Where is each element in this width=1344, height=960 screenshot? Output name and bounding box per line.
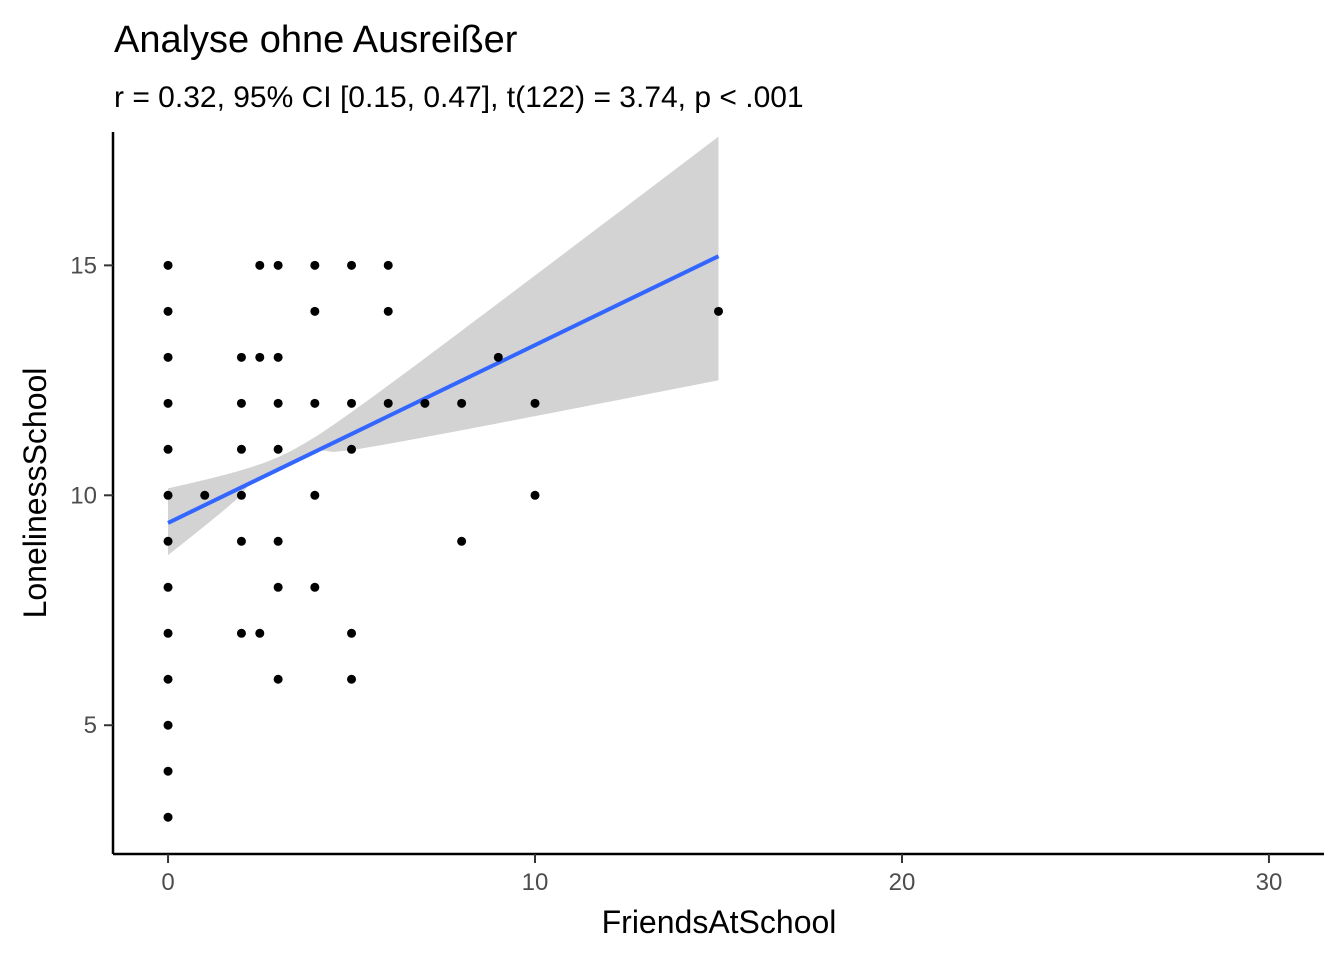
data-point bbox=[347, 444, 357, 454]
data-point bbox=[457, 536, 467, 546]
x-axis-title: FriendsAtSchool bbox=[602, 904, 837, 940]
data-point bbox=[347, 628, 357, 638]
regression-line-layer bbox=[167, 254, 720, 525]
data-point bbox=[236, 398, 246, 408]
data-point bbox=[273, 536, 283, 546]
data-point bbox=[273, 674, 283, 684]
data-point bbox=[347, 674, 357, 684]
data-point bbox=[383, 260, 393, 270]
confidence-band-layer bbox=[168, 136, 719, 556]
data-point bbox=[163, 812, 173, 822]
data-point bbox=[255, 352, 265, 362]
data-point bbox=[236, 444, 246, 454]
data-point bbox=[273, 260, 283, 270]
x-tick-label: 20 bbox=[889, 869, 916, 896]
chart-title: Analyse ohne Ausreißer bbox=[114, 19, 518, 61]
data-point bbox=[163, 766, 173, 776]
data-point bbox=[310, 306, 320, 316]
regression-line bbox=[167, 254, 720, 525]
data-point bbox=[163, 352, 173, 362]
data-point bbox=[163, 674, 173, 684]
data-point bbox=[530, 490, 540, 500]
data-point bbox=[163, 536, 173, 546]
y-tick-label: 5 bbox=[84, 712, 97, 739]
data-points-layer bbox=[163, 260, 723, 822]
data-point bbox=[236, 352, 246, 362]
data-point bbox=[200, 490, 210, 500]
chart-subtitle: r = 0.32, 95% CI [0.15, 0.47], t(122) = … bbox=[114, 81, 804, 114]
data-point bbox=[310, 398, 320, 408]
x-tick-label: 30 bbox=[1256, 869, 1283, 896]
data-point bbox=[163, 306, 173, 316]
x-tick-label: 0 bbox=[161, 869, 174, 896]
data-point bbox=[163, 444, 173, 454]
data-point bbox=[347, 398, 357, 408]
data-point bbox=[273, 398, 283, 408]
data-point bbox=[273, 444, 283, 454]
data-point bbox=[163, 260, 173, 270]
data-point bbox=[236, 536, 246, 546]
data-point bbox=[420, 398, 430, 408]
x-tick-label: 10 bbox=[522, 869, 549, 896]
data-point bbox=[236, 628, 246, 638]
data-point bbox=[255, 260, 265, 270]
data-point bbox=[457, 398, 467, 408]
data-point bbox=[530, 398, 540, 408]
data-point bbox=[310, 582, 320, 592]
data-point bbox=[236, 490, 246, 500]
data-point bbox=[163, 582, 173, 592]
data-point bbox=[310, 260, 320, 270]
y-axis-ticks: 5 10 15 bbox=[70, 252, 113, 739]
data-point bbox=[347, 260, 357, 270]
y-tick-label: 10 bbox=[70, 482, 97, 509]
data-point bbox=[255, 628, 265, 638]
data-point bbox=[383, 398, 393, 408]
data-point bbox=[163, 490, 173, 500]
data-point bbox=[163, 398, 173, 408]
y-axis-title: LonelinessSchool bbox=[17, 368, 53, 619]
data-point bbox=[273, 582, 283, 592]
data-point bbox=[310, 490, 320, 500]
x-axis-ticks: 0 10 20 30 bbox=[161, 854, 1282, 896]
data-point bbox=[163, 628, 173, 638]
data-point bbox=[163, 720, 173, 730]
data-point bbox=[383, 306, 393, 316]
y-tick-label: 15 bbox=[70, 252, 97, 279]
data-point bbox=[273, 352, 283, 362]
confidence-band bbox=[168, 136, 719, 556]
data-point bbox=[493, 352, 503, 362]
data-point bbox=[714, 306, 723, 316]
